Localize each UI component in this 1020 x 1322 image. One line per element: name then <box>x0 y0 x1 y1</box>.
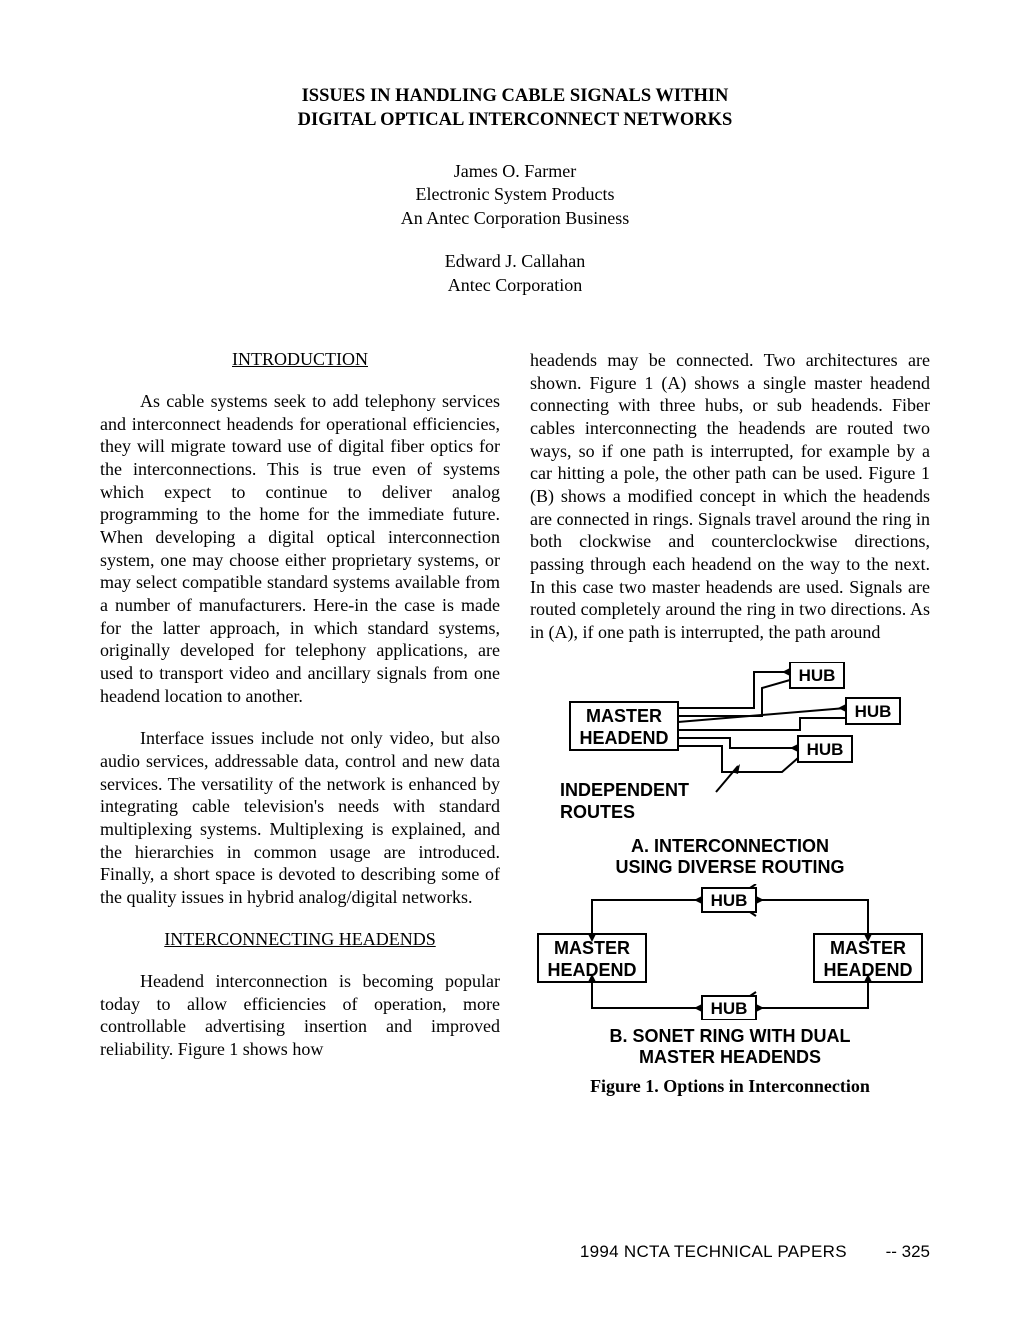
author-block-1: James O. Farmer Electronic System Produc… <box>100 160 930 230</box>
author1-name: James O. Farmer <box>100 160 930 183</box>
title-line-2: DIGITAL OPTICAL INTERCONNECT NETWORKS <box>100 108 930 132</box>
figA-independent-1: INDEPENDENT <box>560 780 689 800</box>
figure-1a-title-line1: A. INTERCONNECTION <box>530 836 930 857</box>
figure-1b-title-line1: B. SONET RING WITH DUAL <box>530 1026 930 1047</box>
text-columns: INTRODUCTION As cable systems seek to ad… <box>100 349 930 1097</box>
paper-title: ISSUES IN HANDLING CABLE SIGNALS WITHIN … <box>100 84 930 132</box>
author2-name: Edward J. Callahan <box>100 250 930 273</box>
figB-hub-bottom: HUB <box>711 999 748 1018</box>
right-column: headends may be connected. Two architect… <box>530 349 930 1097</box>
left-column: INTRODUCTION As cable systems seek to ad… <box>100 349 500 1097</box>
figB-hub-top: HUB <box>711 891 748 910</box>
figure-1a-diagram: MASTER HEADEND HUB HUB HUB <box>540 662 920 830</box>
figA-independent-2: ROUTES <box>560 802 635 822</box>
author-block-2: Edward J. Callahan Antec Corporation <box>100 250 930 297</box>
page: ISSUES IN HANDLING CABLE SIGNALS WITHIN … <box>0 0 1020 1322</box>
figA-master-label1: MASTER <box>586 706 662 726</box>
footer-conference-label: 1994 NCTA TECHNICAL PAPERS <box>580 1242 847 1261</box>
title-line-1: ISSUES IN HANDLING CABLE SIGNALS WITHIN <box>100 84 930 108</box>
figure-1-caption: Figure 1. Options in Interconnection <box>530 1076 930 1097</box>
heading-interconnecting: INTERCONNECTING HEADENDS <box>100 929 500 950</box>
figure-1a-title-line2: USING DIVERSE ROUTING <box>530 857 930 878</box>
paragraph-col2-continuation: headends may be connected. Two architect… <box>530 349 930 644</box>
figA-master-label2: HEADEND <box>579 728 668 748</box>
figure-1b-title-line2: MASTER HEADENDS <box>530 1047 930 1068</box>
figA-hub-top: HUB <box>799 666 836 685</box>
paragraph-interconnecting: Headend interconnection is becoming popu… <box>100 970 500 1061</box>
footer-page-number: -- 325 <box>886 1242 930 1261</box>
author2-org: Antec Corporation <box>100 274 930 297</box>
heading-introduction: INTRODUCTION <box>100 349 500 370</box>
paragraph-intro-1: As cable systems seek to add telephony s… <box>100 390 500 707</box>
paragraph-intro-2: Interface issues include not only video,… <box>100 727 500 908</box>
figA-hub-bot: HUB <box>807 740 844 759</box>
page-footer: 1994 NCTA TECHNICAL PAPERS -- 325 <box>580 1242 930 1262</box>
figure-1: MASTER HEADEND HUB HUB HUB <box>530 662 930 1097</box>
figure-1b-diagram: HUB HUB MASTER HEADEND MASTER HEADEND <box>530 884 930 1020</box>
author1-org2: An Antec Corporation Business <box>100 207 930 230</box>
author1-org1: Electronic System Products <box>100 183 930 206</box>
figA-hub-mid: HUB <box>855 702 892 721</box>
